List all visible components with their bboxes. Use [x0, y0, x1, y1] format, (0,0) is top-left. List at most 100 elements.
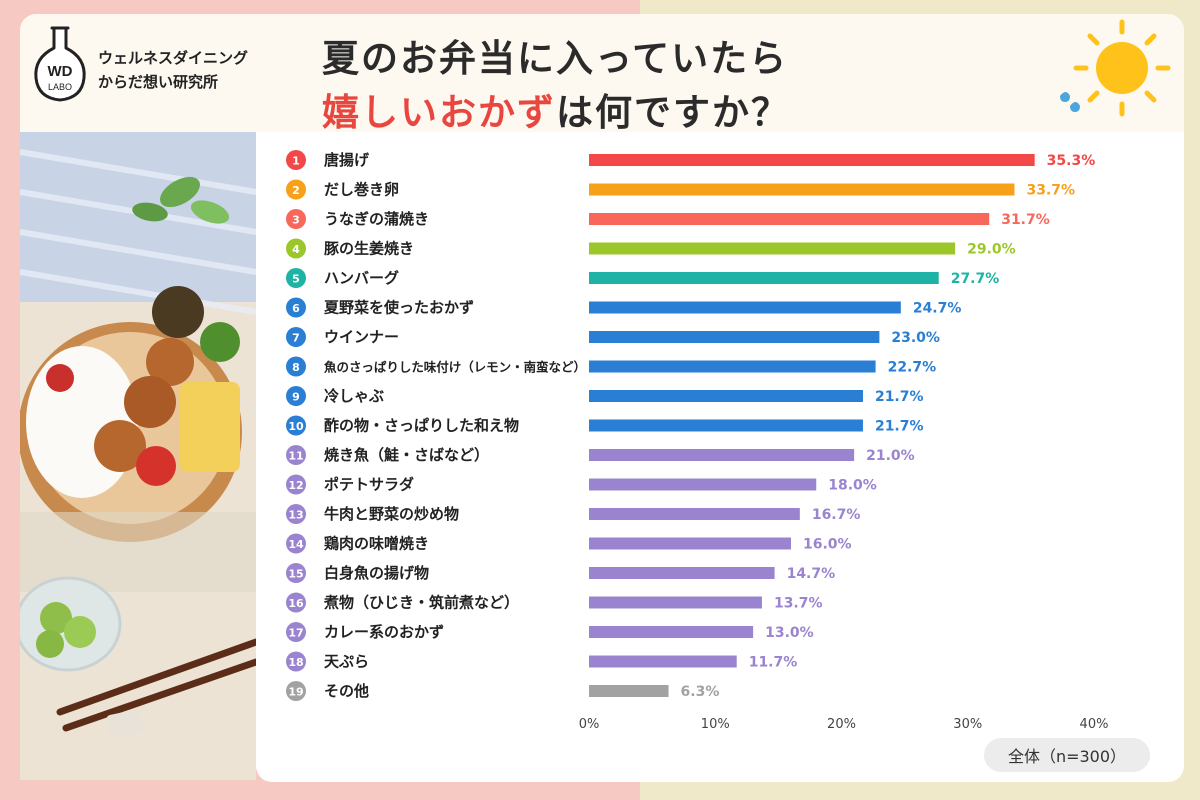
category-label: 酢の物・さっぱりした和え物: [324, 417, 519, 435]
category-label: 焼き魚（鮭・さばなど）: [324, 446, 489, 464]
category-label: 牛肉と野菜の炒め物: [324, 505, 459, 523]
category-label: 煮物（ひじき・筑前煮など）: [323, 594, 519, 612]
category-label: 魚のさっぱりした味付け（レモン・南蛮など）: [324, 360, 586, 375]
header-panel: [20, 14, 1184, 132]
rank-badge: [286, 445, 306, 465]
org-name-line1: ウェルネスダイニング: [98, 49, 249, 67]
value-label: 27.7%: [951, 271, 1000, 287]
value-label: 11.7%: [749, 655, 798, 671]
category-label: だし巻き卵: [324, 181, 399, 199]
rank-number: 13: [288, 509, 303, 522]
logo-text-top: WD: [48, 63, 73, 80]
rank-badge: [286, 297, 306, 318]
title-line2: 嬉しいおかずは何ですか？: [322, 82, 790, 136]
value-label: 31.7%: [1001, 212, 1050, 228]
category-label: その他: [324, 682, 369, 700]
bar-chart: 1 唐揚げ 35.3% 2 だし巻き卵 33.7% 3 うなぎの蒲焼き 31.7% 4 豚の生姜焼き…: [286, 150, 1109, 732]
category-label: ハンバーグ: [324, 269, 399, 287]
rank-badge: [286, 238, 306, 259]
rank-number: 15: [288, 568, 303, 581]
bar: [589, 626, 754, 638]
category-label: 天ぷら: [324, 653, 369, 671]
rank-badge: [286, 179, 306, 200]
rank-number: 2: [292, 184, 300, 197]
bar: [589, 272, 939, 284]
sun-icon: [1060, 19, 1171, 117]
bento-photo: [20, 132, 256, 780]
bar: [589, 537, 791, 550]
value-label: 33.7%: [1026, 183, 1075, 199]
bar: [589, 154, 1035, 166]
rank-number: 19: [288, 686, 303, 699]
category-label: 夏野菜を使ったおかず: [323, 299, 474, 317]
bar: [589, 449, 855, 461]
bar: [589, 213, 990, 225]
rank-number: 3: [292, 214, 300, 227]
value-label: 29.0%: [967, 242, 1016, 258]
bar: [589, 685, 669, 697]
title-highlight: 嬉しいおかず: [322, 91, 556, 134]
x-tick-label: 20%: [827, 717, 856, 732]
rank-number: 14: [288, 538, 304, 551]
value-label: 21.0%: [866, 448, 915, 464]
rank-badge: [286, 563, 306, 583]
rank-badge: [286, 209, 306, 229]
value-label: 23.0%: [891, 330, 940, 346]
bar: [589, 331, 880, 343]
value-label: 13.0%: [765, 625, 814, 641]
x-tick-label: 0%: [579, 717, 600, 732]
category-label: 唐揚げ: [324, 151, 370, 169]
organization-name: ウェルネスダイニング からだ想い研究所: [98, 46, 248, 94]
flask-logo-icon: WD LABO: [34, 26, 86, 102]
value-label: 22.7%: [888, 360, 937, 376]
bar: [589, 478, 817, 491]
rank-badge: [286, 504, 306, 524]
bar: [589, 508, 800, 520]
org-name-line2: からだ想い研究所: [98, 73, 219, 91]
category-label: ポテトサラダ: [324, 476, 414, 494]
bar: [589, 419, 863, 432]
logo-text-bottom: LABO: [48, 82, 72, 92]
rank-number: 1: [292, 155, 300, 168]
rank-number: 7: [292, 332, 300, 345]
rank-number: 9: [292, 391, 300, 404]
bar: [589, 596, 762, 609]
value-label: 14.7%: [787, 566, 836, 582]
value-label: 24.7%: [913, 301, 962, 317]
rank-number: 17: [288, 627, 303, 640]
rank-badge: [286, 474, 306, 495]
value-label: 13.7%: [774, 596, 823, 612]
rank-badge: [286, 386, 306, 406]
rank-number: 8: [292, 361, 300, 374]
category-label: 白身魚の揚げ物: [324, 564, 429, 582]
value-label: 16.7%: [812, 507, 861, 523]
rank-number: 18: [288, 656, 303, 669]
rank-number: 6: [292, 302, 300, 315]
bar: [589, 360, 876, 373]
value-label: 21.7%: [875, 389, 924, 405]
bar: [589, 567, 775, 579]
rank-badge: [286, 268, 306, 288]
value-label: 21.7%: [875, 419, 924, 435]
x-tick-label: 40%: [1080, 717, 1109, 732]
rank-number: 5: [292, 273, 300, 286]
category-label: カレー系のおかず: [324, 623, 444, 641]
bar: [589, 242, 956, 255]
rank-badge: [286, 622, 306, 642]
bar: [589, 655, 737, 668]
rank-badge: [286, 356, 306, 377]
rank-number: 11: [288, 450, 303, 463]
category-label: 冷しゃぶ: [324, 387, 384, 405]
x-tick-label: 10%: [701, 717, 730, 732]
value-label: 18.0%: [828, 478, 877, 494]
rank-number: 16: [288, 597, 304, 610]
x-tick-label: 30%: [953, 717, 982, 732]
category-label: うなぎの蒲焼き: [324, 210, 429, 228]
rank-number: 4: [292, 243, 300, 256]
bar: [589, 390, 863, 402]
rank-badge: [286, 533, 306, 554]
rank-badge: [286, 592, 306, 613]
category-label: ウインナー: [324, 328, 399, 346]
rank-badge: [286, 150, 306, 170]
rank-badge: [286, 681, 306, 701]
